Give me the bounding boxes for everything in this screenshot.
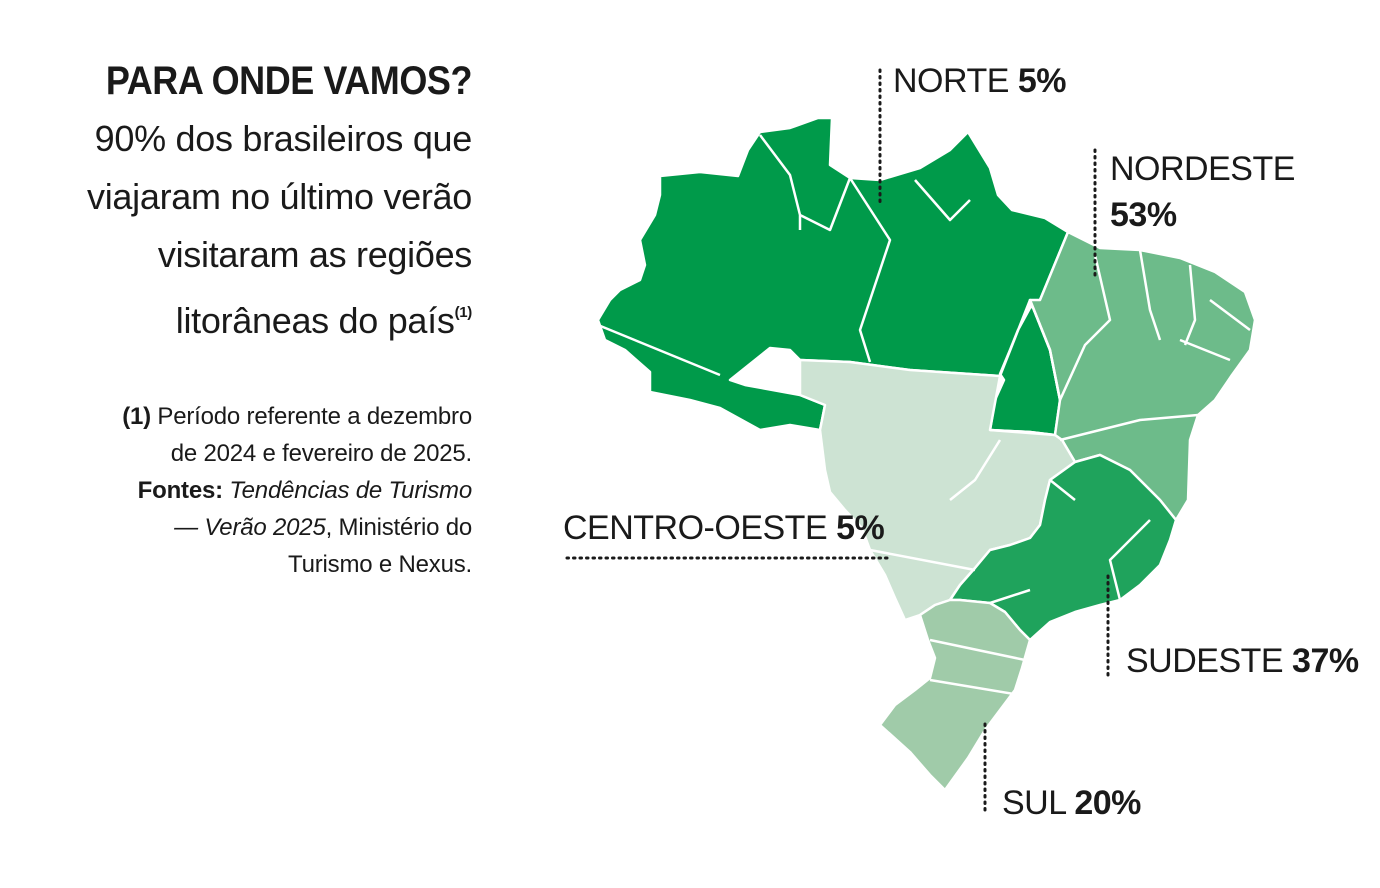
footnote-source-rest: , Ministério do Turismo e Nexus. [288,514,472,578]
subtitle-text: 90% dos brasileiros que viajaram no últi… [87,118,472,341]
label-nordeste-name: NORDESTE [1110,150,1295,188]
label-sul-value: 20% [1074,784,1141,822]
region-sul [878,598,1032,792]
map-subtitle: 90% dos brasileiros que viajaram no últi… [20,110,472,350]
label-norte-name: NORTE [893,62,1009,100]
state-borders [597,134,1251,697]
subtitle-note-marker: (1) [454,304,473,321]
footnote-period: Período referente a dezembro de 2024 e f… [157,403,472,467]
footnote: (1) Período referente a dezembro de 2024… [120,398,472,583]
label-norte-value: 5% [1017,62,1067,100]
label-sudeste: SUDESTE 37% [1126,642,1359,680]
leader-lines [565,68,1110,817]
label-sudeste-name: SUDESTE [1126,642,1284,680]
footnote-marker: (1) [122,403,151,430]
map-title: PARA ONDE VAMOS? [105,59,473,103]
label-nordeste: NORDESTE 53% [1110,146,1295,238]
label-sudeste-value: 37% [1292,642,1359,680]
label-sul-name: SUL [1002,784,1066,822]
label-centro-oeste-name: CENTRO-OESTE [563,509,828,547]
label-centro-oeste: CENTRO-OESTE 5% [563,509,885,547]
label-norte: NORTE 5% [893,62,1066,100]
label-sul: SUL 20% [1002,784,1141,822]
label-centro-oeste-value: 5% [836,509,885,547]
footnote-source-title: Tendências de Turismo — Verão 2025 [174,477,472,541]
footnote-sources-label: Fontes: [137,477,223,504]
headline-block: PARA ONDE VAMOS? 90% dos brasileiros que… [20,52,472,350]
label-nordeste-value: 53% [1110,196,1177,234]
